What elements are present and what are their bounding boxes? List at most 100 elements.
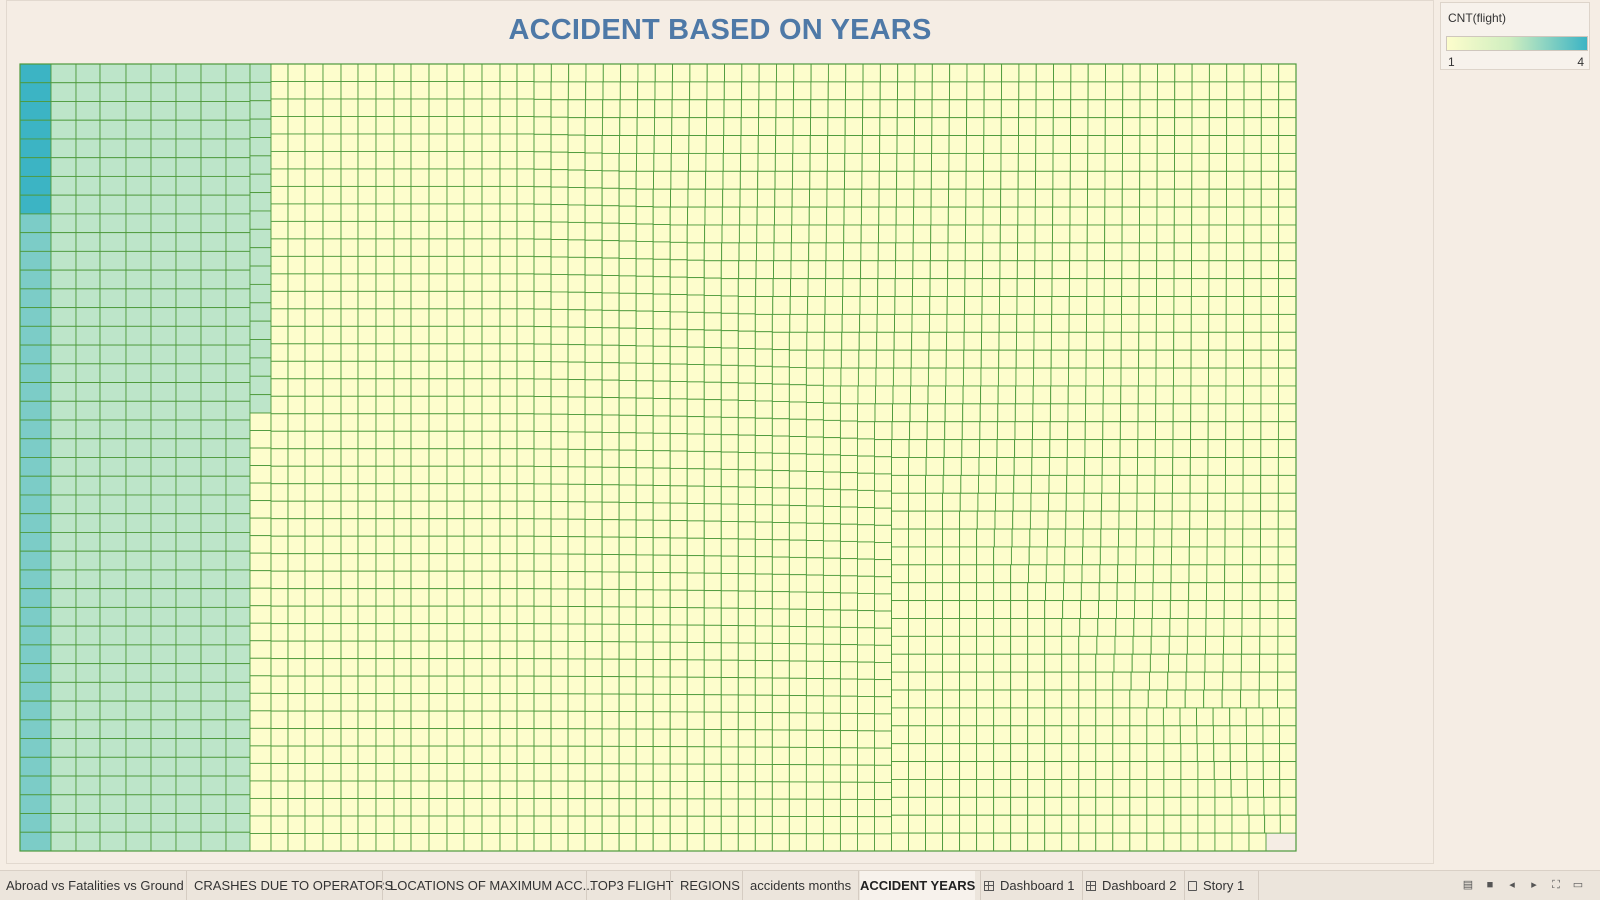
treemap-cell[interactable] [1208,296,1227,315]
treemap-cell[interactable] [516,728,535,747]
treemap-cell[interactable] [839,678,858,697]
treemap-cell[interactable] [1014,421,1033,441]
treemap-cell[interactable] [550,63,570,83]
treemap-cell[interactable] [1186,635,1206,655]
treemap-cell[interactable] [50,588,77,608]
treemap-cell[interactable] [550,605,569,625]
treemap-cell[interactable] [618,397,637,416]
treemap-cell[interactable] [805,712,824,731]
treemap-cell[interactable] [19,794,52,814]
treemap-cell[interactable] [1155,421,1174,441]
treemap-cell[interactable] [844,99,864,119]
treemap-cell[interactable] [703,329,722,349]
treemap-cell[interactable] [516,675,535,695]
treemap-cell[interactable] [618,449,637,469]
treemap-cell[interactable] [1208,331,1227,351]
treemap-cell[interactable] [891,546,909,566]
treemap-cell[interactable] [304,203,324,222]
treemap-cell[interactable] [1030,474,1050,494]
treemap-cell[interactable] [913,170,932,190]
treemap-cell[interactable] [720,399,739,418]
treemap-cell[interactable] [1068,349,1087,369]
treemap-cell[interactable] [200,475,227,496]
treemap-cell[interactable] [375,430,395,450]
treemap-cell[interactable] [75,194,101,215]
treemap-cell[interactable] [322,343,342,362]
treemap-cell[interactable] [249,535,272,554]
treemap-cell[interactable] [978,439,998,458]
treemap-cell[interactable] [550,81,569,101]
treemap-cell[interactable] [375,658,395,677]
treemap-cell[interactable] [287,81,306,100]
treemap-cell[interactable] [200,550,227,571]
treemap-cell[interactable] [1243,296,1262,315]
treemap-cell[interactable] [942,474,962,494]
treemap-cell[interactable] [1078,653,1097,673]
treemap-cell[interactable] [822,592,841,611]
treemap-cell[interactable] [857,438,875,457]
treemap-cell[interactable] [1157,63,1176,83]
treemap-cell[interactable] [481,203,501,222]
treemap-cell[interactable] [601,745,620,765]
treemap-cell[interactable] [481,116,501,135]
treemap-cell[interactable] [99,344,127,365]
treemap-cell[interactable] [1044,671,1063,691]
treemap-cell[interactable] [822,437,841,456]
treemap-cell[interactable] [50,119,77,140]
treemap-cell[interactable] [652,363,671,382]
treemap-cell[interactable] [499,116,518,135]
treemap-cell[interactable] [839,437,858,456]
treemap-cell[interactable] [225,119,251,140]
treemap-cell[interactable] [1146,814,1165,834]
treemap-cell[interactable] [997,403,1016,423]
treemap-cell[interactable] [357,535,377,555]
treemap-cell[interactable] [771,608,790,627]
treemap-cell[interactable] [270,465,289,485]
treemap-cell[interactable] [200,269,227,290]
treemap-cell[interactable] [550,239,569,258]
treemap-cell[interactable] [791,224,810,244]
treemap-cell[interactable] [652,537,671,556]
treemap-cell[interactable] [150,363,177,383]
treemap-cell[interactable] [357,448,377,467]
treemap-cell[interactable] [75,513,101,533]
treemap-cell[interactable] [322,290,342,310]
treemap-cell[interactable] [1082,528,1102,548]
treemap-cell[interactable] [720,659,739,679]
treemap-cell[interactable] [533,413,552,432]
treemap-cell[interactable] [948,170,967,190]
treemap-cell[interactable] [756,242,775,262]
treemap-cell[interactable] [652,711,671,730]
treemap-cell[interactable] [1112,814,1131,834]
treemap-cell[interactable] [50,363,77,383]
treemap-cell[interactable] [1243,313,1262,333]
treemap-cell[interactable] [1061,779,1080,798]
treemap-cell[interactable] [876,296,896,315]
treemap-cell[interactable] [1190,278,1210,297]
treemap-cell[interactable] [1196,707,1214,727]
treemap-cell[interactable] [822,609,841,628]
treemap-cell[interactable] [1068,367,1087,387]
treemap-cell[interactable] [703,260,722,279]
treemap-cell[interactable] [322,710,342,730]
treemap-cell[interactable] [567,134,586,154]
treemap-cell[interactable] [175,663,202,683]
treemap-cell[interactable] [463,81,483,100]
treemap-cell[interactable] [891,653,909,673]
treemap-cell[interactable] [874,456,892,475]
treemap-cell[interactable] [225,325,251,346]
treemap-cell[interactable] [686,450,705,470]
treemap-cell[interactable] [771,331,790,351]
treemap-cell[interactable] [287,63,306,82]
treemap-cell[interactable] [175,569,202,590]
treemap-cell[interactable] [249,640,272,659]
treemap-cell[interactable] [1135,528,1155,548]
treemap-cell[interactable] [822,816,841,835]
treemap-cell[interactable] [50,756,77,777]
treemap-cell[interactable] [930,206,949,226]
treemap-cell[interactable] [652,450,671,469]
treemap-cell[interactable] [446,535,465,555]
treemap-cell[interactable] [635,275,654,295]
treemap-cell[interactable] [287,780,306,799]
treemap-cell[interactable] [125,681,152,702]
